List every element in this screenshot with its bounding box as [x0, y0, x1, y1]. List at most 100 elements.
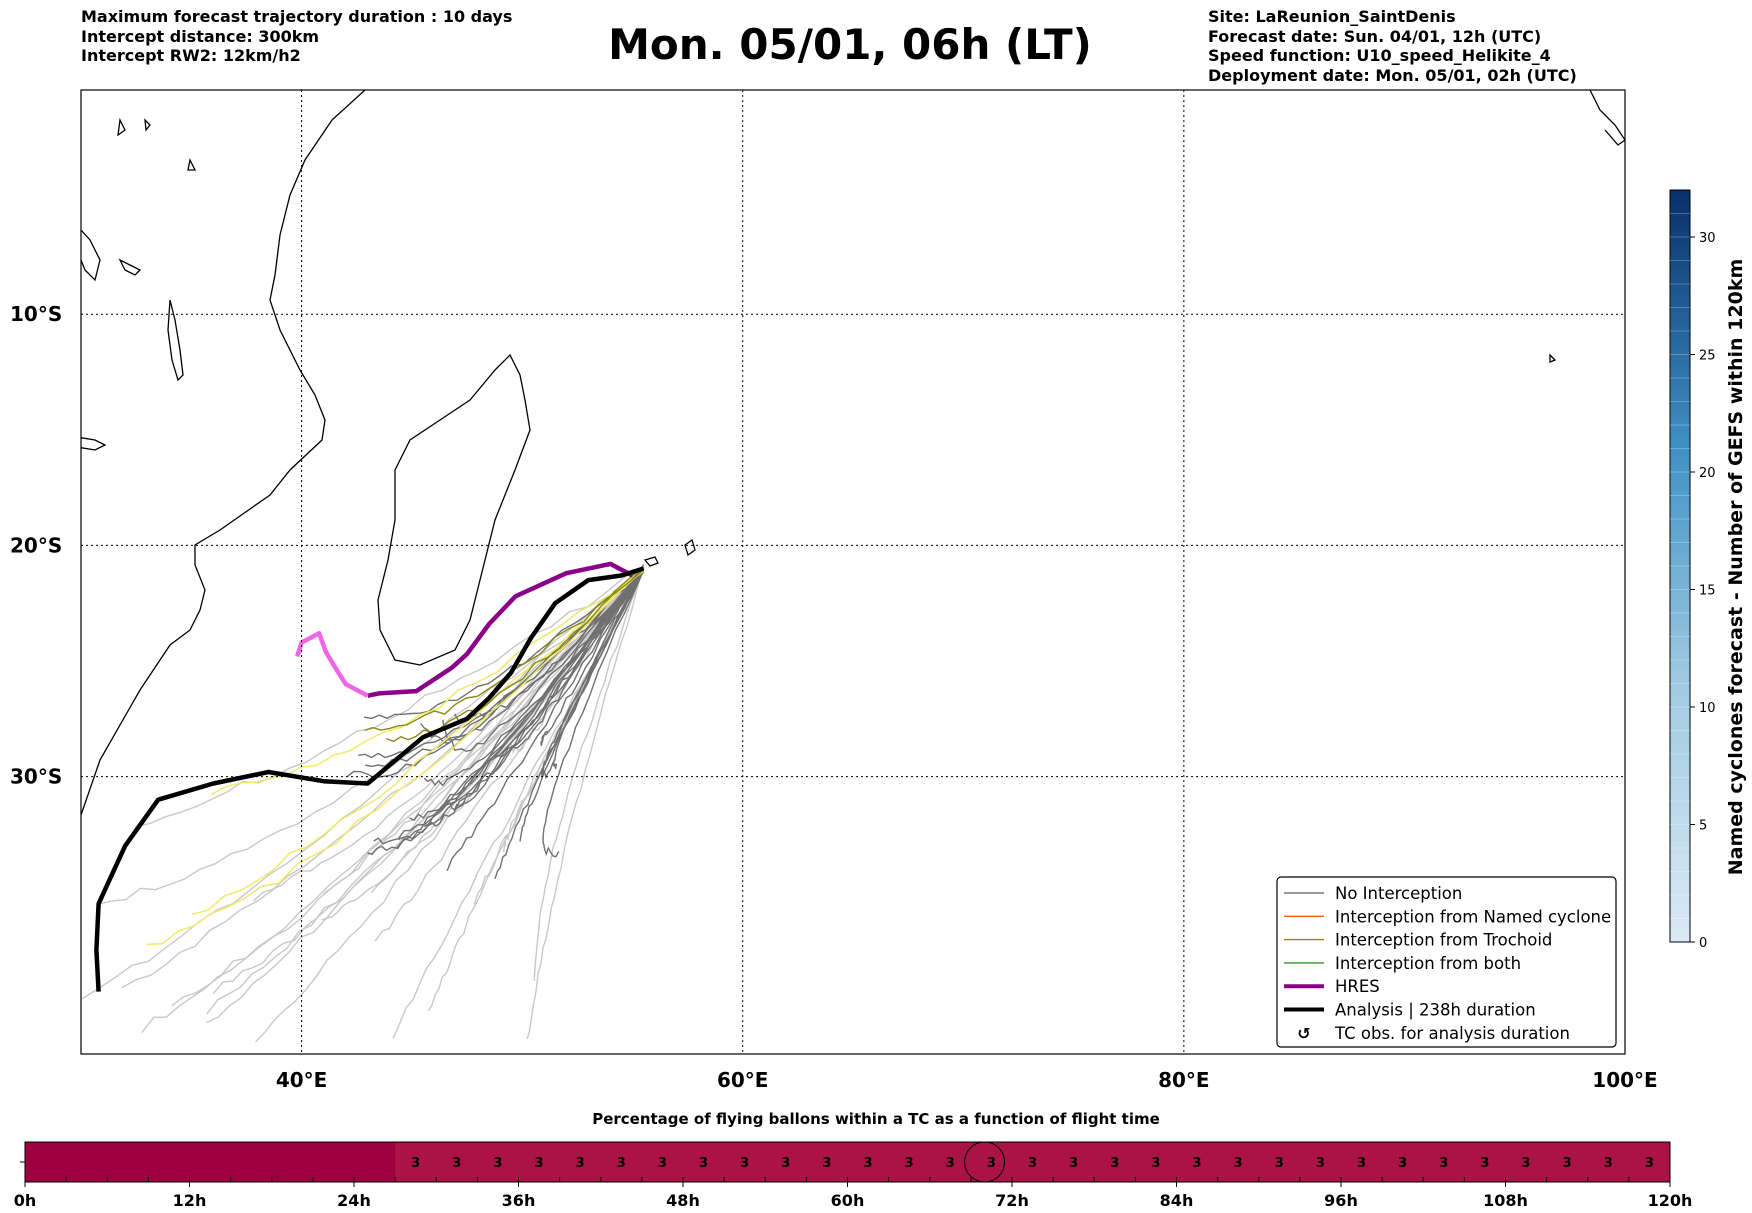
bar-value-label: 3	[658, 1156, 667, 1171]
bar-value-label: 3	[452, 1156, 461, 1171]
trochoid-track	[210, 570, 644, 796]
bar-x-tick-label: 24h	[337, 1191, 371, 1210]
ensemble-track-light	[212, 567, 644, 994]
ensemble-track-light	[141, 564, 645, 1034]
bar-value-label: 3	[535, 1156, 544, 1171]
bar-value-label: 3	[1398, 1156, 1407, 1171]
bar-value-label: 3	[1439, 1156, 1448, 1171]
trochoid-track	[146, 565, 645, 946]
header-left-line: Intercept distance: 300km	[81, 26, 320, 46]
legend-label: HRES	[1335, 977, 1380, 996]
ensemble-track	[449, 571, 645, 811]
x-tick-label: 80°E	[1158, 1068, 1210, 1092]
bar-value-label: 3	[1645, 1156, 1654, 1171]
tracks-out-of-range	[81, 564, 645, 1043]
coastline-layer	[81, 90, 1625, 816]
y-tick-label: 20°S	[10, 533, 62, 557]
bar-value-label: 3	[1563, 1156, 1572, 1171]
bar-x-tick-label: 0h	[14, 1191, 37, 1210]
bar-value-label: 3	[946, 1156, 955, 1171]
bar-value-label: 3	[699, 1156, 708, 1171]
trochoid-interception-track	[386, 567, 644, 743]
y-tick-label: 10°S	[10, 302, 62, 326]
ensemble-track	[420, 570, 645, 744]
ensemble-track-light	[97, 571, 644, 905]
header-right: Site: LaReunion_SaintDenis Forecast date…	[1208, 7, 1577, 85]
bar-x-tick-label: 36h	[502, 1191, 536, 1210]
ensemble-track	[540, 566, 645, 747]
bar-x-tick-label: 96h	[1324, 1191, 1358, 1210]
main-tracks	[94, 561, 645, 992]
legend-label: Interception from both	[1335, 954, 1521, 973]
header-left-line: Maximum forecast trajectory duration : 1…	[81, 7, 513, 26]
bar-value-label: 3	[617, 1156, 626, 1171]
bar-value-label: 3	[1193, 1156, 1202, 1171]
bar-chart-title: Percentage of flying ballons within a TC…	[592, 1110, 1160, 1128]
bar-value-label: 3	[781, 1156, 790, 1171]
colorbar-tick-label: 25	[1699, 349, 1716, 364]
ensemble-track	[423, 566, 645, 828]
bar-value-label: 3	[987, 1156, 996, 1171]
bar-value-label: 3	[1275, 1156, 1284, 1171]
ensemble-track	[542, 570, 645, 858]
ensemble-track-light	[252, 565, 645, 902]
bar-first-segment	[25, 1142, 396, 1182]
bar-value-label: 3	[905, 1156, 914, 1171]
ensemble-track	[365, 566, 644, 768]
bar-value-label: 3	[1522, 1156, 1531, 1171]
y-tick-label: 30°S	[10, 765, 62, 789]
header-left: Maximum forecast trajectory duration : 1…	[81, 7, 512, 66]
bar-x-tick-label: 120h	[1648, 1191, 1693, 1210]
legend-label: No Interception	[1335, 884, 1462, 903]
bar-value-label: 3	[1069, 1156, 1078, 1171]
bar-value-label: 3	[740, 1156, 749, 1171]
bar-value-label: 3	[1028, 1156, 1037, 1171]
ensemble-track	[494, 566, 645, 880]
ensemble-track	[363, 569, 644, 720]
ensemble-track	[409, 568, 645, 822]
header-right-line: Deployment date: Mon. 05/01, 02h (UTC)	[1208, 65, 1577, 85]
tracks-interception-trochoid	[364, 567, 644, 743]
bar-x-tick-label: 84h	[1160, 1191, 1194, 1210]
ensemble-track-light	[533, 567, 645, 981]
colorbar-tick-label: 30	[1699, 231, 1716, 246]
ensemble-track-light	[134, 566, 644, 828]
bar-value-label: 3	[1234, 1156, 1243, 1171]
colorbar-tick-label: 10	[1699, 701, 1716, 716]
bar-value-label: 3	[576, 1156, 585, 1171]
header-right-line: Speed function: U10_speed_Helikite_4	[1208, 46, 1551, 65]
colorbar-label: Named cyclones forecast - Number of GEFS…	[1725, 259, 1747, 876]
bar-value-label: 3	[493, 1156, 502, 1171]
bar-value-label: 3	[1357, 1156, 1366, 1171]
ensemble-track	[442, 567, 645, 753]
ensemble-track-light	[526, 566, 645, 1039]
bar-x-tick-label: 108h	[1483, 1191, 1528, 1210]
bar-value-label: 3	[864, 1156, 873, 1171]
hres-track-extension	[295, 631, 369, 698]
legend-label: TC obs. for analysis duration	[1334, 1024, 1570, 1043]
bar-value-label: 3	[1110, 1156, 1119, 1171]
legend-label: Interception from Named cyclone	[1335, 907, 1611, 926]
header-right-line: Forecast date: Sun. 04/01, 12h (UTC)	[1208, 26, 1542, 46]
bar-x-tick-label: 48h	[666, 1191, 700, 1210]
bar-x-tick-label: 72h	[995, 1191, 1029, 1210]
bar-x-tick-label: 60h	[831, 1191, 865, 1210]
colorbar-tick-label: 0	[1699, 936, 1707, 951]
trochoid-interception-track	[364, 569, 644, 732]
ensemble-track-light	[206, 566, 645, 1024]
x-tick-label: 40°E	[276, 1068, 328, 1092]
y-axis: 10°S 20°S 30°S	[10, 302, 62, 788]
hres-track	[367, 561, 634, 698]
legend-box	[1276, 876, 1617, 1048]
bar-value-label: 3	[822, 1156, 831, 1171]
x-tick-label: 60°E	[717, 1068, 769, 1092]
grid	[81, 90, 1625, 1054]
ensemble-track	[446, 568, 645, 871]
header-left-line: Intercept RW2: 12km/h2	[81, 46, 301, 65]
chart-title: Mon. 05/01, 06h (LT)	[608, 20, 1092, 69]
x-axis: 40°E 60°E 80°E 100°E	[276, 1068, 1658, 1092]
analysis-track	[94, 566, 645, 992]
tc-obs-icon: ↺	[1297, 1024, 1310, 1043]
bar-value-label: 3	[1480, 1156, 1489, 1171]
